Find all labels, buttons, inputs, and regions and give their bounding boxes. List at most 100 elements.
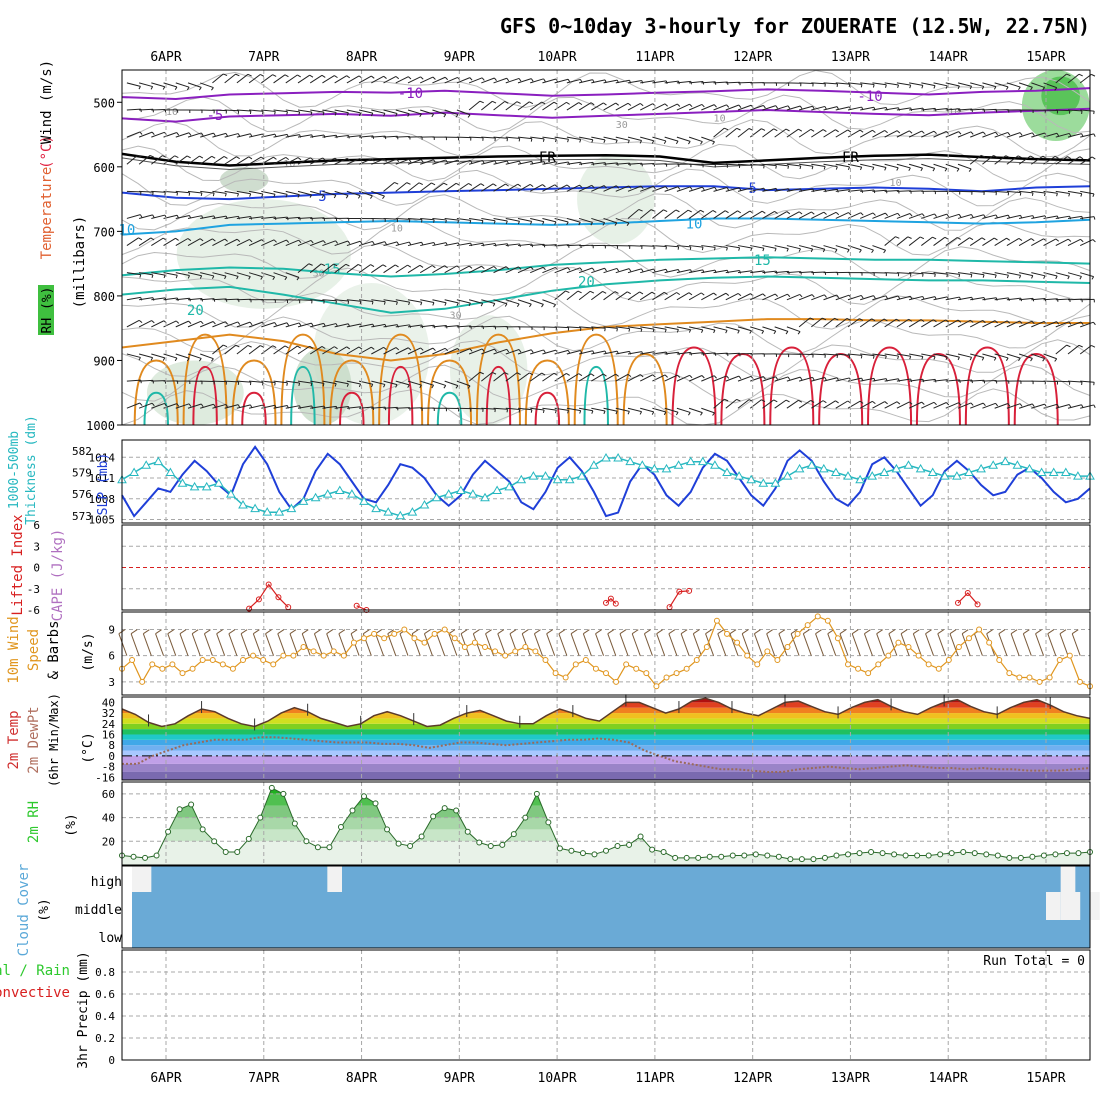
pressure-tick-label: 800 — [93, 290, 115, 304]
wind-barb — [982, 109, 996, 110]
wind-barb — [139, 380, 153, 381]
wind10m-marker — [1007, 671, 1012, 676]
rh2m-marker — [857, 851, 862, 856]
wind-barb-flag — [287, 383, 288, 386]
precip-tick-label: 0.8 — [95, 966, 115, 979]
isotherm-label: 15 — [754, 253, 771, 269]
thickness-label-2: Thickness (dm) — [24, 415, 39, 525]
rh2m-marker — [189, 802, 194, 807]
wind-barb — [481, 326, 495, 327]
rh2m-marker — [788, 857, 793, 862]
rh2m-marker — [477, 840, 482, 845]
wind10m-marker — [230, 666, 235, 671]
cloud-label: Cloud Cover — [16, 864, 32, 957]
wind10m-marker — [472, 640, 477, 645]
thickness-tick-label: 573 — [72, 510, 92, 523]
rh2m-marker — [938, 852, 943, 857]
rh2m-marker — [338, 825, 343, 830]
wind-barb — [714, 164, 728, 165]
wind-barb — [151, 110, 165, 111]
wind10m-marker — [261, 658, 266, 663]
wind10m-marker — [946, 658, 951, 663]
wind10m-marker — [140, 679, 145, 684]
rh2m-marker — [995, 853, 1000, 858]
wind-barb — [885, 273, 899, 274]
wind10m-marker — [775, 658, 780, 663]
date-label-top: 15APR — [1026, 50, 1065, 65]
wind-barb-flag — [702, 247, 703, 250]
cloud-left-gap — [122, 866, 132, 948]
wind10m-marker — [301, 644, 306, 649]
pressure-tick-label: 600 — [93, 161, 115, 175]
date-label-bottom: 15APR — [1026, 1071, 1065, 1086]
date-label-bottom: 8APR — [346, 1071, 377, 1086]
wind10m-marker — [432, 631, 437, 636]
wind10m-marker — [372, 631, 377, 636]
wind10m-marker — [200, 658, 205, 663]
rh2m-marker — [730, 853, 735, 858]
wind-barb-flag — [531, 410, 532, 413]
cloud-high-label: high — [91, 875, 122, 890]
temp-label-b: 2m DewPt — [26, 706, 42, 773]
rh2m-marker — [373, 801, 378, 806]
rh2m-marker — [281, 791, 286, 796]
wind10m-marker — [684, 666, 689, 671]
wind-barb-flag — [764, 165, 765, 168]
wind10m-marker — [997, 658, 1002, 663]
wind10m-marker — [503, 653, 508, 658]
rh2m-marker — [569, 848, 574, 853]
rh2m-marker — [304, 839, 309, 844]
wind-barb — [970, 191, 984, 192]
wind10m-marker — [321, 653, 326, 658]
date-label-bottom: 12APR — [733, 1071, 772, 1086]
chart-title: GFS 0~10day 3-hourly for ZOUERATE (12.5W… — [500, 14, 1090, 38]
cloud-clear-box — [1061, 866, 1076, 892]
rh2m-marker — [327, 845, 332, 850]
temp-band — [122, 729, 1090, 734]
wind-barb — [811, 272, 825, 273]
wind-barb — [298, 300, 312, 301]
wind10m-marker — [795, 631, 800, 636]
wind10m-marker — [331, 649, 336, 654]
rh2m-marker — [615, 844, 620, 849]
temp-tick-label: 40 — [102, 696, 115, 709]
wind-label-b: Speed — [26, 629, 42, 671]
precip-tick-label: 0.6 — [95, 988, 115, 1001]
cloud-clear-box — [327, 866, 342, 892]
rh2m-marker — [604, 848, 609, 853]
rh2m-marker — [408, 844, 413, 849]
wind10m-marker — [271, 662, 276, 667]
wind10m-marker — [745, 653, 750, 658]
wind-barb-flag — [861, 355, 862, 358]
wind10m-marker — [735, 640, 740, 645]
rh2m-marker — [915, 853, 920, 858]
rh2m-marker — [235, 849, 240, 854]
rh2m-marker — [131, 854, 136, 859]
rh2m-marker — [592, 852, 597, 857]
wind-barb-flag — [947, 274, 948, 277]
wind10m-marker — [311, 649, 316, 654]
wind10m-marker — [341, 653, 346, 658]
rh2m-marker — [419, 834, 424, 839]
temp-label-a: 2m Temp — [6, 710, 22, 769]
pressure-tick-label: 500 — [93, 96, 115, 110]
wind10m-marker — [251, 653, 256, 658]
wind10m-marker — [593, 666, 598, 671]
wind10m-marker — [1017, 675, 1022, 680]
precip-label-b: Convective — [0, 985, 70, 1001]
wind10m-marker — [846, 662, 851, 667]
wind10m-marker — [614, 679, 619, 684]
wind10m-marker — [866, 671, 871, 676]
rh2m-marker — [350, 808, 355, 813]
wind-barb — [1068, 299, 1082, 300]
pressure-tick-label: 1000 — [86, 419, 115, 433]
rh2m-marker — [212, 839, 217, 844]
date-label-bottom: 7APR — [248, 1071, 279, 1086]
li-label: Lifted Index — [10, 514, 26, 615]
isotherm-label: 20 — [187, 303, 204, 319]
rh-value-label: 10 — [166, 107, 178, 118]
precip-tick-label: 0.4 — [95, 1010, 115, 1023]
temp-band — [122, 740, 1090, 745]
pressure-tick-label: 900 — [93, 354, 115, 368]
wind10m-marker — [977, 627, 982, 632]
